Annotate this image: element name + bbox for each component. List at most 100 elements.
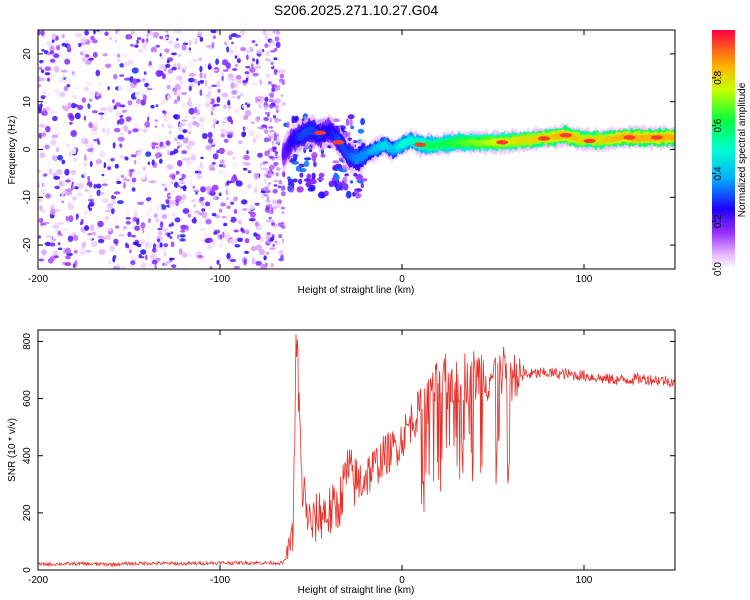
noise-blob [61, 42, 67, 47]
x-tick-label: -100 [210, 274, 230, 285]
noise-blob [180, 72, 188, 77]
noise-blob [44, 54, 50, 60]
noise-blob [220, 133, 226, 138]
noise-blob [199, 36, 204, 42]
noise-blob [101, 173, 105, 177]
noise-blob [152, 247, 157, 253]
noise-blob [266, 196, 269, 201]
noise-blob [194, 78, 198, 84]
onset-blob [355, 192, 362, 199]
noise-blob [81, 206, 88, 213]
noise-blob [137, 151, 142, 156]
noise-blob [265, 262, 268, 267]
noise-blob [40, 30, 45, 36]
noise-blob [134, 91, 139, 98]
noise-blob [263, 116, 269, 121]
noise-blob [83, 162, 87, 167]
noise-blob [122, 247, 130, 251]
noise-blob [68, 150, 72, 157]
noise-blob [144, 82, 150, 88]
noise-blob [129, 76, 134, 83]
noise-blob [49, 256, 56, 261]
noise-blob [218, 192, 222, 197]
noise-blob [238, 174, 245, 177]
noise-blob [131, 174, 139, 178]
noise-blob [268, 155, 274, 159]
noise-blob [211, 84, 218, 88]
noise-blob [92, 51, 98, 58]
noise-blob [38, 66, 43, 71]
noise-blob [114, 163, 119, 169]
noise-blob [222, 92, 228, 98]
noise-blob [127, 130, 132, 135]
noise-blob [272, 188, 278, 194]
noise-blob [155, 217, 160, 223]
onset-blob [304, 178, 311, 182]
noise-blob [53, 53, 60, 59]
noise-blob [264, 187, 269, 194]
noise-blob [135, 170, 143, 176]
noise-blob [272, 199, 277, 205]
noise-blob [274, 131, 277, 137]
noise-blob [86, 155, 93, 159]
noise-blob [214, 106, 220, 110]
noise-blob [51, 92, 56, 99]
noise-blob [83, 154, 87, 162]
noise-blob [244, 127, 249, 130]
noise-blob [159, 242, 163, 248]
noise-blob [111, 176, 114, 184]
y-tick-label: 10 [22, 96, 33, 108]
ridge-peak [650, 135, 663, 140]
noise-blob [227, 116, 233, 122]
ridge-peak [332, 140, 345, 145]
noise-blob [278, 233, 283, 239]
noise-blob [164, 48, 170, 53]
noise-blob [42, 162, 49, 167]
noise-blob [92, 61, 96, 67]
noise-blob [199, 125, 204, 131]
noise-blob [134, 225, 141, 231]
noise-blob [263, 137, 269, 143]
noise-blob [193, 189, 200, 193]
noise-blob [253, 187, 258, 193]
noise-blob [113, 255, 117, 259]
noise-blob [144, 121, 151, 128]
noise-blob [40, 222, 44, 227]
noise-blob [69, 121, 73, 125]
noise-blob [71, 53, 78, 57]
onset-blob [312, 155, 317, 163]
noise-blob [167, 94, 170, 101]
noise-blob [93, 183, 97, 189]
noise-blob [145, 254, 148, 261]
noise-blob [194, 210, 201, 214]
noise-blob [190, 154, 196, 161]
noise-blob [247, 170, 252, 174]
noise-blob [255, 260, 262, 266]
noise-blob [86, 148, 94, 153]
noise-blob [195, 253, 199, 258]
spectrogram-x-label: Height of straight line (km) [298, 285, 415, 296]
noise-blob [113, 73, 118, 80]
noise-blob [277, 69, 281, 74]
noise-blob [252, 72, 259, 77]
noise-blob [160, 145, 167, 149]
noise-blob [115, 110, 122, 117]
noise-blob [123, 61, 130, 68]
noise-blob [228, 34, 233, 41]
noise-blob [230, 241, 238, 245]
noise-blob [228, 214, 232, 221]
noise-blob [107, 166, 112, 171]
noise-blob [39, 130, 42, 133]
noise-blob [155, 44, 160, 48]
colorbar-tick-label: 0.2 [713, 214, 724, 228]
noise-blob [271, 234, 275, 239]
noise-blob [95, 117, 100, 124]
noise-blob [171, 174, 176, 181]
noise-blob [83, 66, 89, 71]
noise-blob [223, 164, 226, 169]
noise-blob [132, 128, 139, 133]
noise-blob [139, 112, 146, 119]
noise-blob [162, 110, 166, 114]
noise-blob [254, 202, 260, 206]
noise-blob [188, 96, 192, 104]
